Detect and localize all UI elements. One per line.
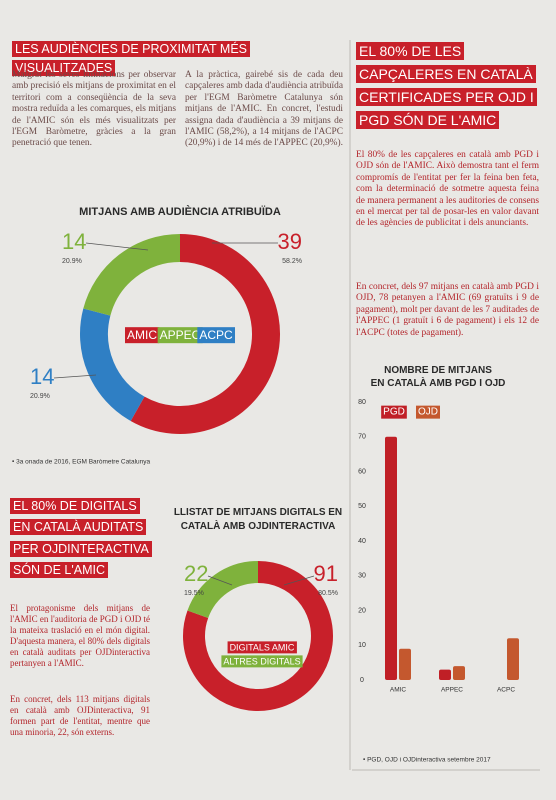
heading: EL 80% DE DIGITALS EN CATALÀ AUDITATS PE… <box>10 496 152 581</box>
chart-note: • PGD, OJD i OJDinteractiva setembre 201… <box>363 757 491 764</box>
y-tick-label: 30 <box>358 573 366 580</box>
heading: LES AUDIÈNCIES DE PROXIMITAT MÉS VISUALI… <box>12 40 332 79</box>
value-label: 91 <box>314 561 338 586</box>
value-label: 22 <box>184 561 208 586</box>
y-tick-label: 40 <box>358 538 366 545</box>
legend-label: APPEC <box>160 328 201 342</box>
percent-label: 19.5% <box>184 590 204 597</box>
legend-box <box>381 405 407 419</box>
bar <box>507 638 519 680</box>
y-tick-label: 80 <box>358 399 366 406</box>
donut-segment <box>183 561 333 711</box>
x-tick-label: AMIC <box>390 687 407 694</box>
paragraph: En concret, dels 113 mitjans digitals en… <box>10 694 150 737</box>
y-tick-label: 10 <box>358 642 366 649</box>
paragraph: Malgrat les seves limitacions per observ… <box>12 70 176 149</box>
paragraph: A la pràctica, gairebé sis de cada deu c… <box>185 70 343 149</box>
leader-line <box>283 575 315 586</box>
legend-label: PGD <box>383 407 405 418</box>
value-label: 39 <box>278 229 302 254</box>
legend-box <box>157 327 203 344</box>
legend-box <box>197 327 236 344</box>
donut-segment <box>130 234 280 434</box>
donut-segment <box>83 234 181 317</box>
percent-label: 20.9% <box>62 258 82 265</box>
legend-label: ALTRES DIGITALS <box>223 656 300 666</box>
donut-segment <box>187 561 259 619</box>
legend-label: AMIC <box>127 328 157 342</box>
legend-label: ACPC <box>199 328 233 342</box>
title-line: NOMBRE DE MITJANS <box>384 365 492 376</box>
value-label: 14 <box>30 364 54 389</box>
donut-segment <box>80 308 145 421</box>
chart-note: • 3a onada de 2016, EGM Baròmetre Catalu… <box>12 459 151 466</box>
heading: EL 80% DE LES CAPÇALERES EN CATALÀ CERTI… <box>356 40 537 132</box>
leader-line <box>53 374 97 379</box>
legend-box <box>227 641 297 654</box>
y-tick-label: 60 <box>358 468 366 475</box>
legend-label: OJD <box>418 407 438 418</box>
paragraph: En concret, dels 97 mitjans en català am… <box>356 282 540 338</box>
y-tick-label: 70 <box>358 434 366 441</box>
chart-title: NOMBRE DE MITJANS EN CATALÀ AMB PGD I OJD <box>371 365 506 389</box>
bar <box>385 436 397 680</box>
percent-label: 80.5% <box>318 590 338 597</box>
x-tick-label: ACPC <box>497 687 515 694</box>
title-line: EN CATALÀ AMB PGD I OJD <box>371 376 506 389</box>
chart-title: LLISTAT DE MITJANS DIGITALS EN CATALÀ AMB… <box>174 507 342 532</box>
paragraph: El protagonisme dels mitjans de l'AMIC e… <box>10 603 150 668</box>
chart-title: MITJANS AMB AUDIÈNCIA ATRIBUÏDA <box>79 205 281 218</box>
leader-line <box>207 575 233 586</box>
leader-line <box>85 242 149 251</box>
percent-label: 20.9% <box>30 393 50 400</box>
bar <box>439 669 451 680</box>
percent-label: 58.2% <box>282 258 302 265</box>
title-line: CATALÀ AMB OJDINTERACTIVA <box>181 519 336 532</box>
legend-box <box>221 655 303 668</box>
y-tick-label: 50 <box>358 503 366 510</box>
bar <box>453 666 465 680</box>
legend-box <box>125 327 160 344</box>
paragraph: El 80% de les capçaleres en català amb P… <box>356 150 539 229</box>
bar <box>399 648 411 680</box>
y-tick-label: 20 <box>358 607 366 614</box>
legend-box <box>416 405 440 419</box>
legend-label: DIGITALS AMIC <box>230 642 295 652</box>
y-tick-label: 0 <box>360 677 364 684</box>
title-line: LLISTAT DE MITJANS DIGITALS EN <box>174 507 342 518</box>
x-tick-label: APPEC <box>441 687 463 694</box>
value-label: 14 <box>62 229 86 254</box>
